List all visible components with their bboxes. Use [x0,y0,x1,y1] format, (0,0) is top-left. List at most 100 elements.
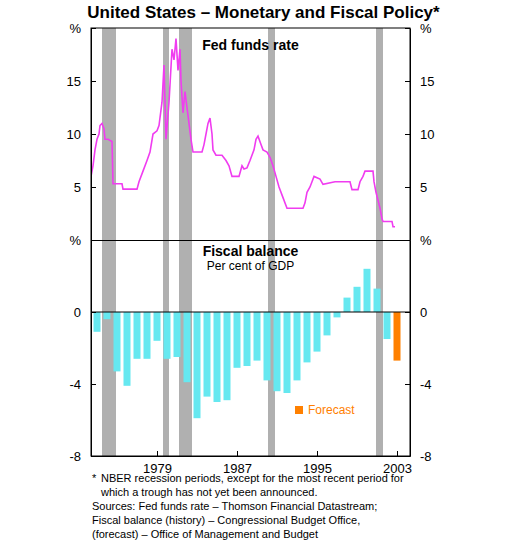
bar [324,312,331,335]
bar [144,312,151,359]
tick-mark [405,187,410,188]
tick-mark [91,134,96,135]
tick: % [69,233,96,248]
bar [334,312,341,317]
legend-swatch [295,406,303,414]
source-line: (forecast) – Office of Management and Bu… [92,528,318,540]
chart-title: Fiscal balance [203,243,299,259]
y-axis-right: 51015% [405,21,434,241]
tick-label: 15 [67,74,81,89]
tick-mark [91,384,96,385]
plot-data [94,269,401,418]
bar [254,312,261,361]
recession-bands [102,28,383,456]
bar [284,312,291,393]
bar [354,287,361,312]
tick-label: -8 [420,449,432,464]
recession-band [163,28,169,456]
bar [154,312,161,341]
background [0,0,527,555]
y-axis-right: -8 -4 0% [405,233,432,464]
zero-line [91,312,410,313]
data-line [91,39,395,227]
tick-label: -4 [420,377,432,392]
footnote-line: which a trough has not yet been announce… [100,486,318,498]
bar [184,312,191,382]
tick-label: 10 [420,127,434,142]
bar [314,312,321,352]
tick-mark [397,451,398,456]
tick: 15 [67,74,96,89]
source-line: Fiscal balance (history) – Congressional… [92,514,360,526]
bar [204,312,211,397]
tick-mark [237,451,238,456]
tick: -4 [405,377,432,392]
legend: Forecast [295,403,355,417]
bar [364,269,371,312]
legend-label: Forecast [308,403,355,417]
plot-data [91,39,395,227]
tick-mark [317,451,318,456]
tick-label: 15 [420,74,434,89]
bar [134,312,141,359]
bar [274,312,281,391]
tick-mark [157,451,158,456]
tick-label: % [420,233,432,248]
footnote-marker: * [92,472,97,484]
tick: 10 [67,127,96,142]
bar [244,312,251,366]
tick-mark [405,384,410,385]
tick-label: % [69,233,81,248]
bar [304,312,311,362]
tick-label: 0 [74,305,81,320]
tick-mark [405,240,410,241]
bar [234,312,241,368]
tick-label: -8 [69,449,81,464]
chart-root: United States – Monetary and Fiscal Poli… [0,0,527,555]
tick-label: 0 [420,305,427,320]
chart-title: Fed funds rate [202,37,299,53]
bar [114,312,121,371]
bar [384,312,391,339]
tick-mark [405,81,410,82]
bar [124,312,131,386]
y-axis-left: 5 10 15% [67,21,96,241]
tick-mark [91,187,96,188]
footnote-line: NBER recession periods, except for the m… [101,472,404,484]
bar [394,312,401,361]
chart-subtitle: Per cent of GDP [207,259,294,273]
bar [344,298,351,312]
tick: % [405,233,432,248]
plot-frame [91,28,410,456]
source-line: Sources: Fed funds rate – Thomson Financ… [92,500,377,512]
axis-line [92,240,411,241]
tick: 5 [74,180,96,195]
bar [374,289,381,312]
tick-label: 10 [67,127,81,142]
bar [194,312,201,418]
bar [104,312,111,319]
bar [224,312,231,400]
tick-label: % [69,21,81,36]
recession-band [268,28,275,456]
bar [174,312,181,357]
tick-mark [91,240,96,241]
tick: -4 [69,377,96,392]
recession-band [376,28,383,456]
tick: 10 [405,127,434,142]
chart-svg: United States – Monetary and Fiscal Poli… [0,0,527,555]
tick: 15 [405,74,434,89]
tick-label: -4 [69,377,81,392]
x-axis [92,240,411,241]
tick: 5 [405,180,427,195]
bar [164,312,171,359]
bar [294,312,301,380]
tick-mark [405,134,410,135]
y-axis-left: -8 -4 0% [69,233,96,464]
recession-band [102,28,116,456]
bar [264,312,271,380]
bar [94,312,101,332]
tick-mark [91,81,96,82]
tick-label: 5 [74,180,81,195]
tick-label: 5 [420,180,427,195]
